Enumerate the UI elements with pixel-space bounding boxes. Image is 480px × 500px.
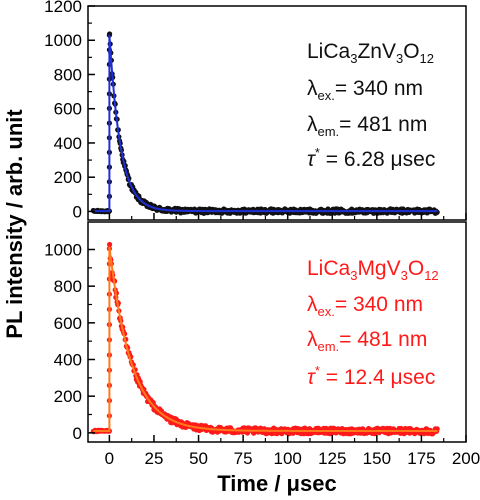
data-point [107,241,113,248]
y-tick-label: 1000 [44,241,82,260]
top-series [90,31,440,216]
y-tick-label: 800 [54,277,82,296]
x-tick-label: 200 [452,449,480,468]
bottom-x-ticks: 0 25 50 75 100 125 150 175 200 [105,435,480,468]
top-y-ticks: 0 200 400 600 800 1000 1200 [44,0,95,221]
x-tick-label: 50 [189,449,208,468]
emission-wavelength: λem.= 481 nm [307,328,427,354]
y-tick-label: 1200 [44,0,82,16]
x-tick-label: 100 [274,449,302,468]
emission-wavelength: λem.= 481 nm [307,113,427,139]
y-tick-label: 200 [54,387,82,406]
x-tick-label: 125 [318,449,346,468]
bottom-series [90,241,440,437]
bottom-panel-frame [87,221,467,443]
x-tick-label: 0 [105,449,114,468]
y-axis-title: PL intensity / arb. unit [2,109,27,339]
excitation-wavelength: λex.= 340 nm [307,293,423,319]
x-tick-label: 25 [145,449,164,468]
y-tick-label: 0 [73,202,82,221]
excitation-wavelength: λex.= 340 nm [307,77,423,103]
sample-formula: LiCa3MgV3O12 [307,257,439,283]
x-tick-label: 150 [363,449,391,468]
bottom-annotation: LiCa3MgV3O12 λex.= 340 nm λem.= 481 nm τ* =… [307,257,439,389]
top-annotation: LiCa3ZnV3O12 λex.= 340 nm λem.= 481 nm τ* =… [307,40,435,171]
x-tick-label: 75 [234,449,253,468]
bottom-y-ticks: 0 200 400 600 800 1000 [44,241,95,443]
y-tick-label: 600 [54,100,82,119]
top-fit-line [93,34,438,213]
top-panel-frame [87,5,467,221]
y-tick-label: 1000 [44,31,82,50]
y-tick-label: 200 [54,168,82,187]
decay-time: τ* = 12.4 μsec [307,363,435,389]
top-panel: 0 200 400 600 800 1000 1200 LiCa3ZnV3O12 λex.= … [44,0,467,221]
y-tick-label: 400 [54,351,82,370]
bottom-fit-line [93,246,438,432]
top-x-ticks [108,213,467,220]
x-axis-title: Time / μsec [217,471,336,496]
y-tick-label: 800 [54,65,82,84]
y-tick-label: 0 [73,424,82,443]
sample-formula: LiCa3ZnV3O12 [307,40,434,66]
x-tick-label: 175 [407,449,435,468]
bottom-panel: 0 200 400 600 800 1000 0 25 50 75 100 125 150 175 200… [44,221,480,468]
decay-time: τ* = 6.28 μsec [307,145,435,171]
y-tick-label: 400 [54,134,82,153]
y-tick-label: 600 [54,314,82,333]
